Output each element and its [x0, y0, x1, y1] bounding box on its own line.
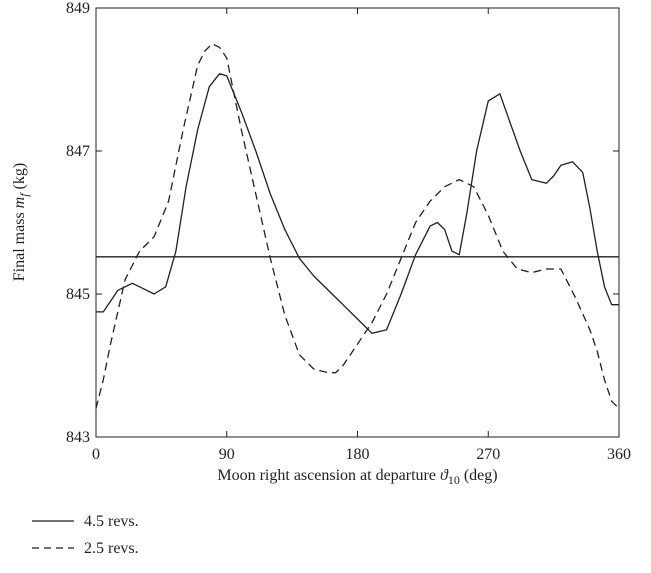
y-tick-label: 843: [66, 429, 90, 446]
y-tick-label: 849: [66, 0, 90, 17]
x-tick-label: 0: [92, 446, 100, 463]
series-line-4-5-revs: [96, 73, 619, 334]
y-tick-label: 847: [66, 143, 90, 160]
y-axis-ticks: 843 845 847 849: [66, 0, 619, 446]
plot-frame: [95, 7, 620, 438]
legend-label-2-5-revs: 2.5 revs.: [84, 540, 139, 557]
legend-label-4-5-revs: 4.5 revs.: [84, 513, 139, 530]
x-axis-label: Moon right ascension at departure ϑ10 (d…: [217, 467, 497, 487]
y-axis-label: Final mass mf (kg): [11, 163, 31, 281]
x-tick-label: 180: [346, 446, 370, 463]
y-tick-label: 845: [66, 286, 90, 303]
x-tick-label: 270: [476, 446, 500, 463]
series-line-2-5-revs: [95, 43, 620, 409]
series-layer: [95, 43, 620, 409]
x-axis-ticks: 0 90 180 270 360: [92, 8, 631, 463]
x-tick-label: 360: [607, 446, 631, 463]
x-tick-label: 90: [219, 446, 235, 463]
legend: 4.5 revs. 2.5 revs.: [32, 513, 139, 557]
